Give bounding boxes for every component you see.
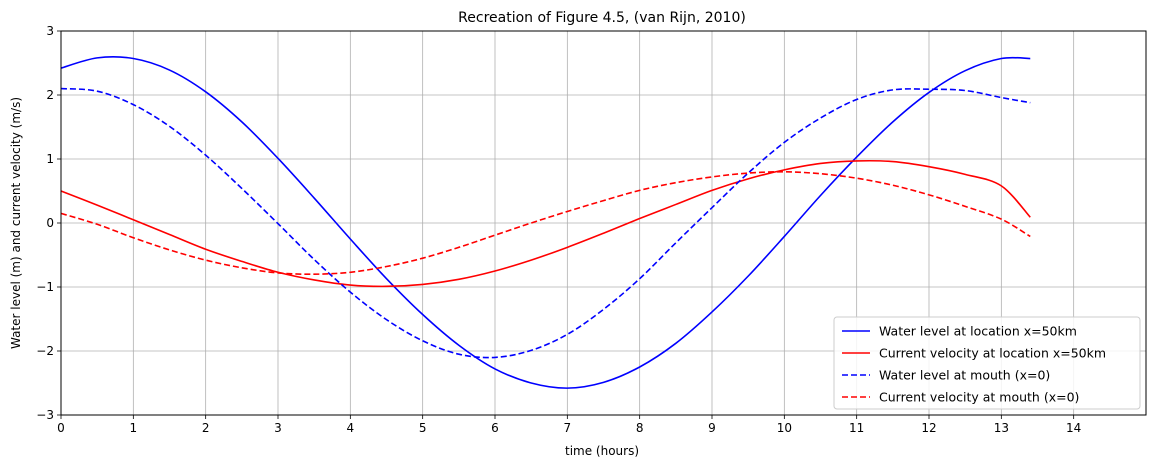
x-tick-label: 8: [636, 421, 644, 435]
x-tick-label: 11: [849, 421, 864, 435]
x-tick-label: 1: [130, 421, 138, 435]
x-tick-label: 5: [419, 421, 427, 435]
series-line-3: [60, 87, 1031, 359]
x-tick-label: 6: [491, 421, 499, 435]
y-tick-label: −3: [36, 408, 54, 422]
chart-title: Recreation of Figure 4.5, (van Rijn, 201…: [458, 10, 746, 26]
x-tick-label: 14: [1066, 421, 1081, 435]
x-tick-label: 3: [274, 421, 282, 435]
legend-label: Water level at location x=50km: [879, 324, 1077, 339]
series-line-2: [60, 159, 1031, 288]
x-axis-title: time (hours): [565, 444, 639, 458]
legend: Water level at location x=50km Current ve…: [833, 316, 1141, 410]
y-axis-title: Water level (m) and current velocity (m/…: [9, 97, 23, 349]
x-tick-label: 0: [57, 421, 65, 435]
y-tick-label: 3: [46, 24, 54, 38]
legend-label: Water level at mouth (x=0): [879, 368, 1050, 383]
legend-label: Current velocity at location x=50km: [879, 346, 1106, 361]
y-tick-label: 1: [46, 152, 54, 166]
x-tick-label: 4: [347, 421, 355, 435]
x-tick-label: 7: [564, 421, 572, 435]
series-line-4: [60, 170, 1031, 276]
legend-frame: [833, 316, 1141, 410]
y-tick-label: 2: [46, 88, 54, 102]
x-tick-label: 9: [708, 421, 716, 435]
y-tick-label: −2: [36, 344, 54, 358]
series-line-1: [60, 56, 1031, 389]
x-tick-label: 2: [202, 421, 210, 435]
x-tick-label: 10: [777, 421, 792, 435]
x-tick-label: 12: [921, 421, 936, 435]
y-tick-label: −1: [36, 280, 54, 294]
series-lines: [60, 56, 1031, 389]
x-tick-label: 13: [994, 421, 1009, 435]
legend-label: Current velocity at mouth (x=0): [879, 390, 1079, 405]
y-tick-label: 0: [46, 216, 54, 230]
